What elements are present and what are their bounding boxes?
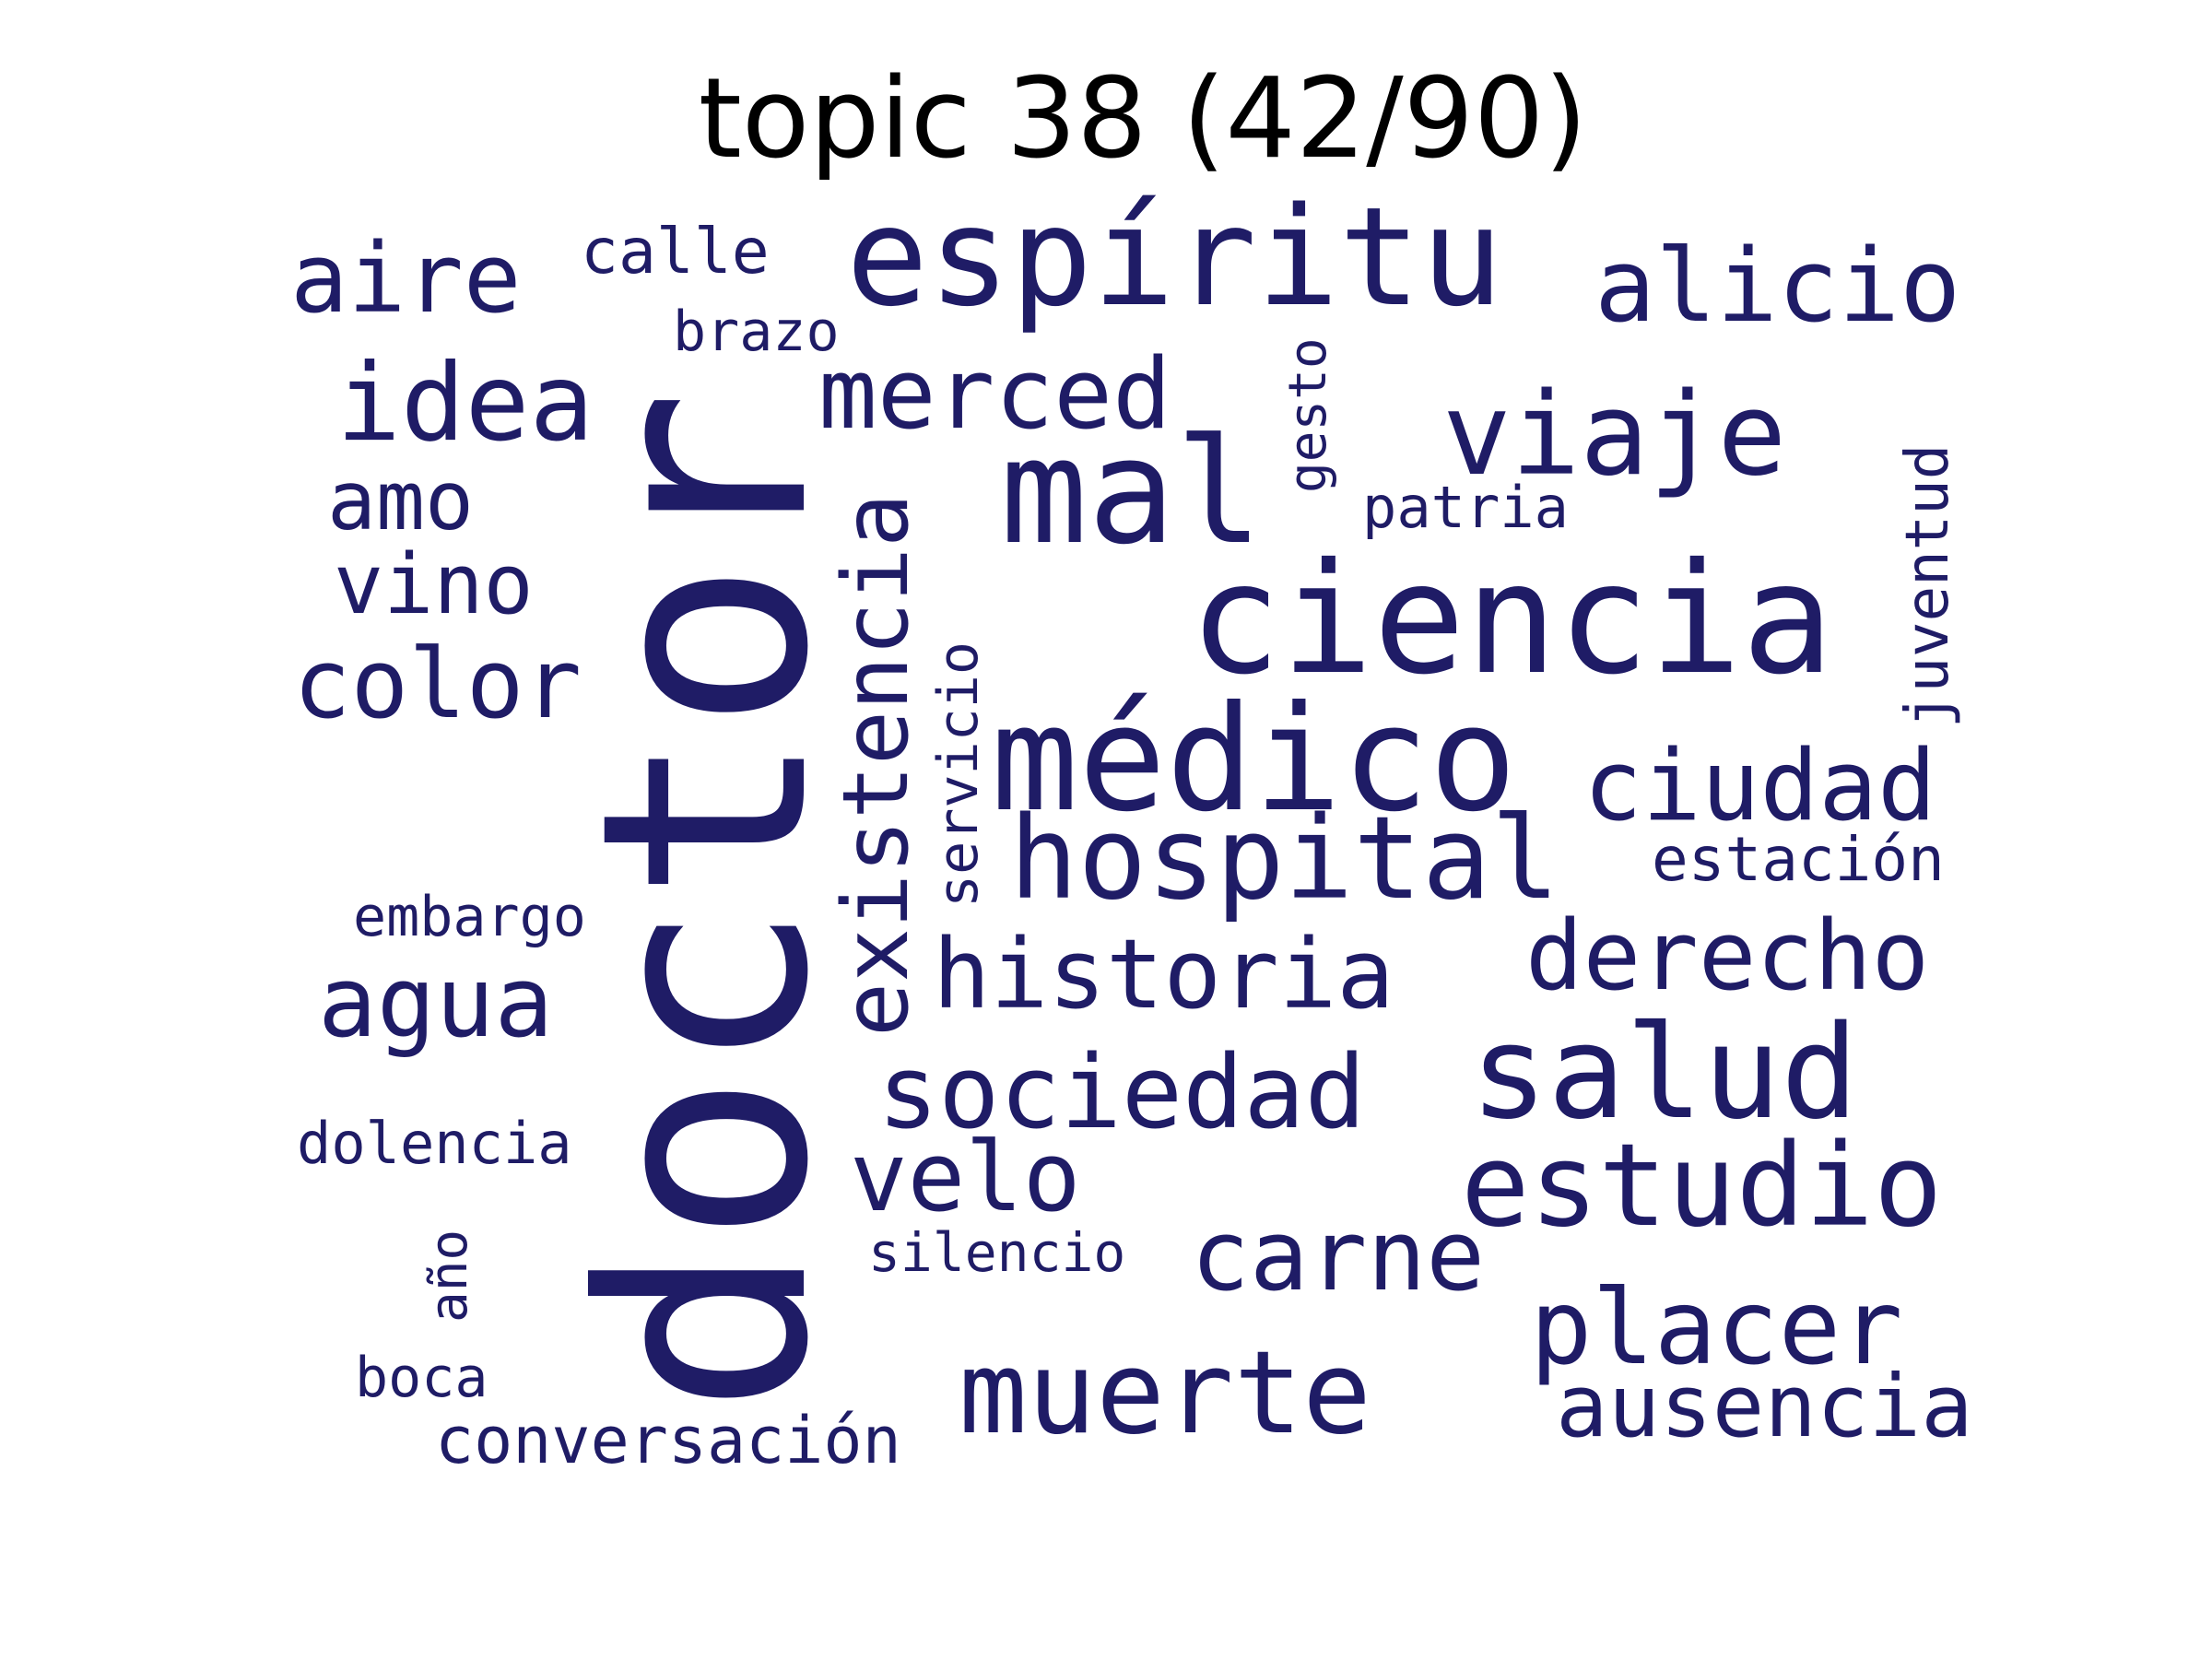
- word-placer: placer: [1530, 1268, 1903, 1388]
- word-merced: merced: [818, 337, 1171, 451]
- word-embargo: embargo: [353, 885, 586, 949]
- word-mal: mal: [1000, 407, 1264, 577]
- word-salud: salud: [1470, 998, 1859, 1148]
- word-brazo: brazo: [673, 300, 840, 364]
- word-ciencia: ciencia: [1189, 531, 1834, 709]
- word-velo: velo: [850, 1121, 1081, 1233]
- word-viaje: viaje: [1442, 369, 1787, 501]
- word-agua: agua: [318, 946, 554, 1059]
- word-hospital: hospital: [1009, 793, 1560, 925]
- word-espiritu: espíritu: [846, 178, 1503, 336]
- word-servicio: servicio: [926, 641, 991, 908]
- word-vino: vino: [334, 536, 534, 633]
- word-dolencia: dolencia: [297, 1110, 572, 1177]
- word-ciudad: ciudad: [1583, 729, 1936, 842]
- word-medico: médico: [991, 675, 1517, 844]
- word-aire: aire: [290, 222, 522, 335]
- word-estudio: estudio: [1461, 1120, 1943, 1253]
- word-gesto: gesto: [1278, 337, 1338, 493]
- word-ano: año: [419, 1229, 479, 1323]
- word-historia: historia: [933, 918, 1394, 1030]
- word-doctor: doctor: [540, 389, 871, 1415]
- word-muerte: muerte: [959, 1327, 1371, 1460]
- word-ausencia: ausencia: [1556, 1357, 1973, 1457]
- word-conversacion: conversación: [435, 1403, 901, 1478]
- word-patria: patria: [1362, 474, 1569, 541]
- word-estacion: estación: [1652, 824, 1945, 895]
- word-boca: boca: [355, 1346, 488, 1410]
- word-sociedad: sociedad: [877, 1033, 1366, 1151]
- word-silencio: silencio: [868, 1221, 1126, 1284]
- word-juventud: juventud: [1894, 443, 1962, 728]
- chart-title: topic 38 (42/90): [698, 55, 1588, 183]
- word-derecho: derecho: [1525, 900, 1930, 1012]
- word-alicio: alicio: [1594, 227, 1961, 345]
- word-idea: idea: [336, 341, 594, 465]
- word-existencia: existencia: [824, 492, 929, 1037]
- word-amo: amo: [327, 453, 474, 548]
- word-calle: calle: [581, 216, 770, 288]
- word-carne: carne: [1191, 1199, 1486, 1312]
- word-color: color: [293, 628, 582, 740]
